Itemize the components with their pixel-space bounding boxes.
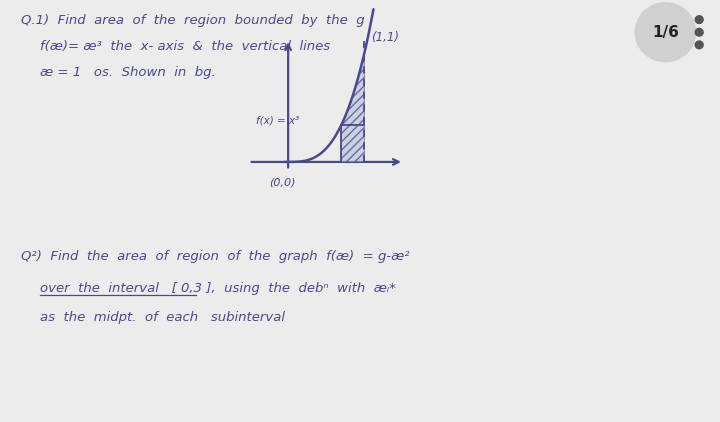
Text: Q.1)  Find  area  of  the  region  bounded  by  the  g: Q.1) Find area of the region bounded by … (21, 14, 364, 27)
Circle shape (635, 3, 696, 62)
Text: 1/6: 1/6 (652, 25, 679, 40)
Text: f(x) = x³: f(x) = x³ (256, 116, 299, 126)
Text: f(æ)= æ³  the  x- axis  &  the  vertical  lines: f(æ)= æ³ the x- axis & the vertical line… (40, 40, 330, 53)
Circle shape (696, 16, 703, 24)
Text: Q²)  Find  the  area  of  region  of  the  graph  f(æ)  = g-æ²: Q²) Find the area of region of the graph… (21, 250, 410, 263)
Circle shape (696, 28, 703, 36)
Text: as  the  midpt.  of  each   subinterval: as the midpt. of each subinterval (40, 311, 285, 324)
Text: (0,0): (0,0) (269, 177, 296, 187)
Text: æ = 1   os.  Shown  in  bg.: æ = 1 os. Shown in bg. (40, 66, 216, 78)
Circle shape (696, 41, 703, 49)
Text: (1,1): (1,1) (372, 31, 400, 44)
Text: over  the  interval   [ 0,3 ],  using  the  debⁿ  with  æᵢ*: over the interval [ 0,3 ], using the deb… (40, 281, 396, 295)
